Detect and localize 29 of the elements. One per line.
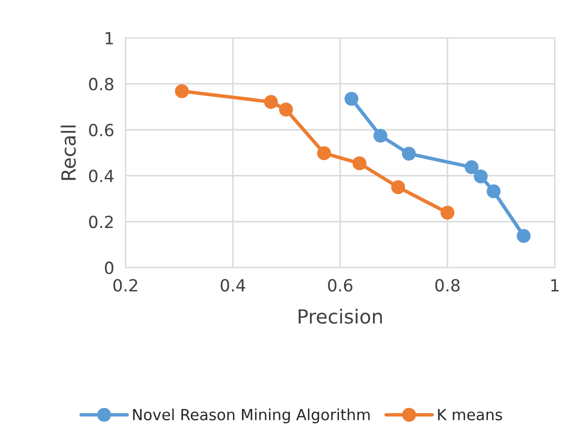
point [402, 146, 416, 161]
y-tick-label: 0.2 [89, 216, 113, 228]
point [516, 228, 531, 243]
point [279, 102, 293, 117]
x-axis-title: Precision [298, 308, 382, 324]
point [373, 128, 388, 143]
y-axis-title: Recall [60, 126, 76, 180]
y-tick-label: 1 [106, 32, 113, 44]
point [391, 180, 406, 194]
y-tick-label: 0.8 [89, 78, 114, 90]
y-tick-label: 0.4 [89, 170, 114, 182]
point [174, 84, 189, 98]
point [344, 92, 358, 106]
point [264, 95, 278, 109]
x-tick-label: 0.6 [328, 279, 352, 292]
point [317, 146, 332, 160]
legend-label: K means [438, 409, 502, 420]
point [486, 184, 501, 198]
y-tick-label: 0 [104, 262, 114, 274]
x-tick-label: 0.8 [435, 279, 460, 292]
point [352, 156, 366, 170]
x-tick-label: 1 [551, 279, 559, 292]
point [464, 160, 479, 174]
x-tick-label: 0.2 [113, 279, 138, 292]
point [474, 169, 488, 184]
point [440, 206, 454, 220]
y-tick-label: 0.6 [89, 124, 114, 136]
legend-label: Novel Reason Mining Algorithm [133, 408, 370, 424]
x-tick-label: 0.4 [220, 279, 246, 292]
